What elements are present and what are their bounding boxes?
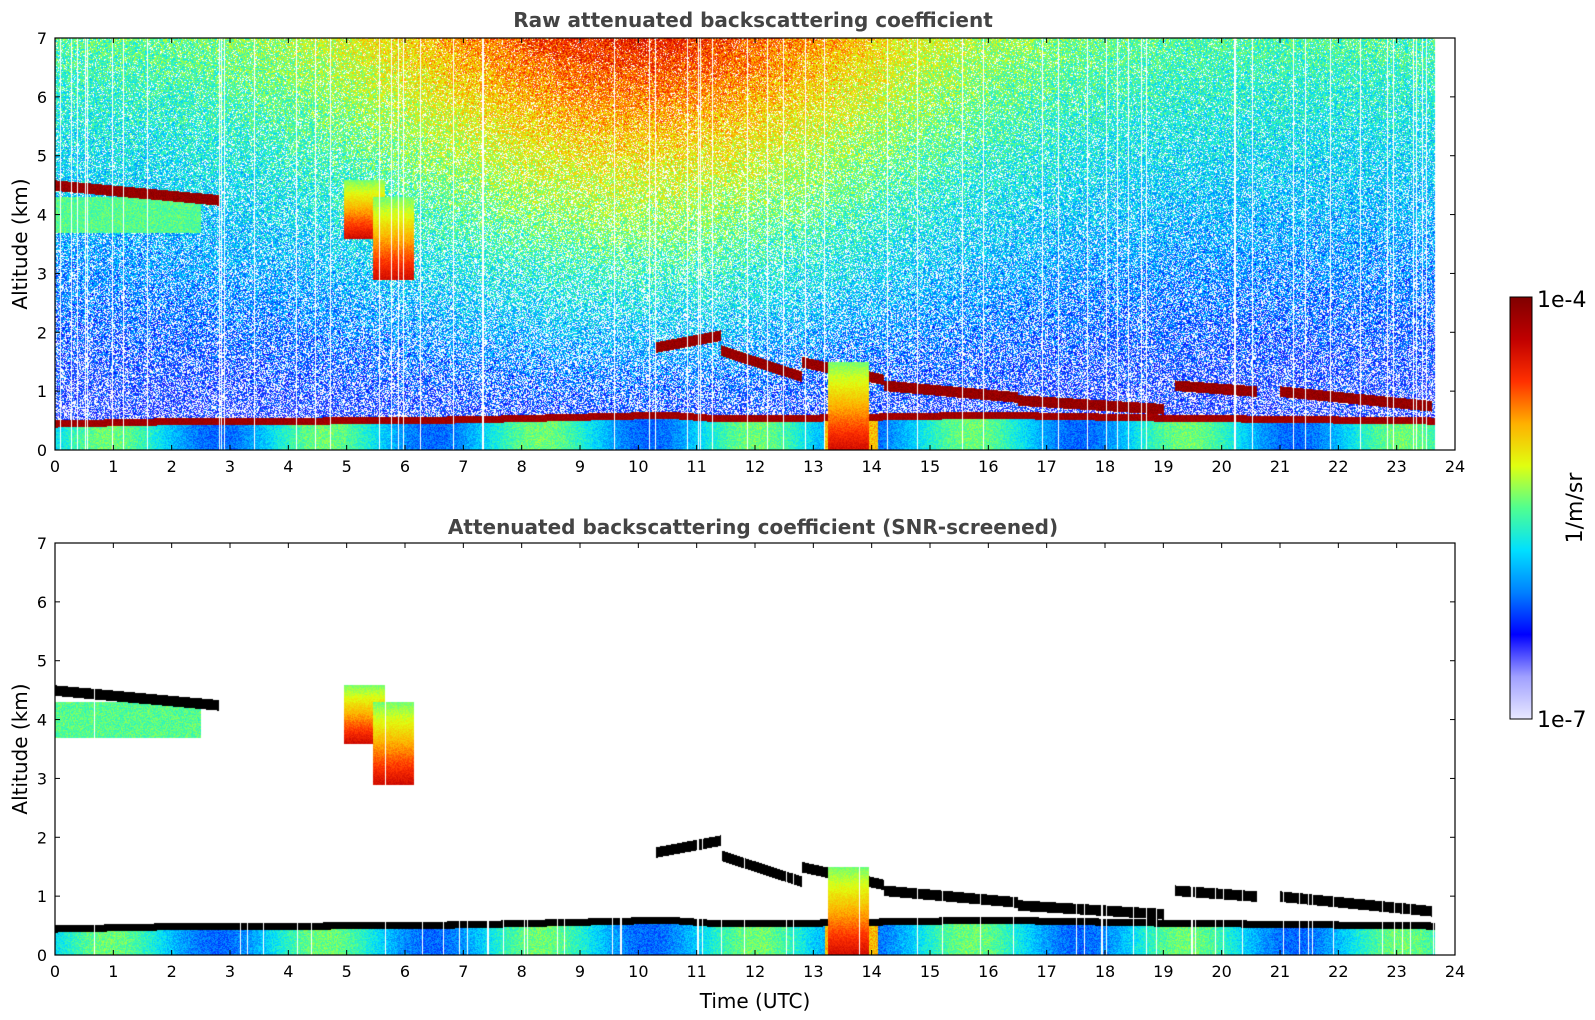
x-tick-label: 21 — [1270, 457, 1290, 476]
panel-screened-title: Attenuated backscattering coefficient (S… — [448, 515, 1058, 539]
x-tick-label: 23 — [1386, 457, 1406, 476]
x-tick-label: 6 — [400, 962, 410, 981]
x-tick-label: 1 — [108, 962, 118, 981]
y-tick-label: 0 — [37, 946, 47, 965]
y-tick-label: 4 — [37, 206, 47, 225]
x-tick-label: 4 — [283, 457, 293, 476]
colorbar-scale — [1509, 296, 1533, 720]
x-tick-label: 23 — [1386, 962, 1406, 981]
x-tick-label: 10 — [628, 962, 648, 981]
x-tick-label: 8 — [517, 962, 527, 981]
x-tick-label: 11 — [686, 457, 706, 476]
x-tick-label: 0 — [50, 457, 60, 476]
panel-raw-y-ticks: 0 1 2 3 4 5 6 7 — [37, 29, 1455, 460]
x-tick-label: 0 — [50, 962, 60, 981]
x-tick-label: 3 — [225, 962, 235, 981]
y-tick-label: 4 — [37, 711, 47, 730]
panel-screened-xlabel: Time (UTC) — [699, 989, 811, 1013]
x-tick-label: 19 — [1153, 962, 1173, 981]
colorbar-min-label: 1e-7 — [1537, 708, 1586, 733]
y-tick-label: 2 — [37, 828, 47, 847]
panel-screened-ylabel: Altitude (km) — [8, 683, 32, 814]
x-tick-label: 3 — [225, 457, 235, 476]
x-tick-label: 22 — [1328, 457, 1348, 476]
x-tick-label: 17 — [1036, 962, 1056, 981]
x-tick-label: 9 — [575, 962, 585, 981]
x-tick-label: 13 — [803, 457, 823, 476]
x-tick-label: 11 — [686, 962, 706, 981]
y-tick-label: 6 — [37, 593, 47, 612]
panel-raw-plot-area — [55, 38, 1455, 450]
screened-backscatter-heatmap — [55, 543, 1455, 955]
x-tick-label: 10 — [628, 457, 648, 476]
x-tick-label: 15 — [920, 962, 940, 981]
x-tick-label: 22 — [1328, 962, 1348, 981]
x-tick-label: 16 — [978, 457, 998, 476]
y-tick-label: 7 — [37, 534, 47, 553]
x-tick-label: 24 — [1445, 962, 1465, 981]
panel-raw-title: Raw attenuated backscattering coefficien… — [513, 8, 993, 32]
x-tick-label: 20 — [1211, 457, 1231, 476]
panel-screened-y-ticks: 0 1 2 3 4 5 6 7 — [37, 534, 1455, 965]
y-tick-label: 2 — [37, 323, 47, 342]
x-tick-label: 21 — [1270, 962, 1290, 981]
colorbar-max-label: 1e-4 — [1537, 288, 1586, 313]
x-tick-label: 16 — [978, 962, 998, 981]
x-tick-label: 19 — [1153, 457, 1173, 476]
x-tick-label: 18 — [1095, 962, 1115, 981]
y-tick-label: 1 — [37, 887, 47, 906]
panel-raw: Raw attenuated backscattering coefficien… — [8, 8, 1465, 476]
x-tick-label: 1 — [108, 457, 118, 476]
y-tick-label: 0 — [37, 441, 47, 460]
x-tick-label: 17 — [1036, 457, 1056, 476]
x-tick-label: 4 — [283, 962, 293, 981]
x-tick-label: 14 — [861, 962, 881, 981]
x-tick-label: 5 — [342, 457, 352, 476]
x-tick-label: 12 — [745, 962, 765, 981]
x-tick-label: 9 — [575, 457, 585, 476]
y-tick-label: 3 — [37, 769, 47, 788]
y-tick-label: 1 — [37, 382, 47, 401]
colorbar: 1e-4 1e-7 1/m/sr — [1509, 288, 1588, 733]
x-tick-label: 14 — [861, 457, 881, 476]
raw-backscatter-heatmap — [55, 38, 1455, 450]
x-tick-label: 20 — [1211, 962, 1231, 981]
panel-screened-x-ticks: 0 1 2 3 4 5 6 7 8 9 10 11 12 13 14 15 16 17 18 19 20 21 22 23 24 — [50, 543, 1465, 981]
x-tick-label: 2 — [167, 962, 177, 981]
x-tick-label: 13 — [803, 962, 823, 981]
panel-screened: Attenuated backscattering coefficient (S… — [8, 515, 1465, 1013]
x-tick-label: 7 — [458, 962, 468, 981]
x-tick-label: 7 — [458, 457, 468, 476]
y-tick-label: 7 — [37, 29, 47, 48]
x-tick-label: 6 — [400, 457, 410, 476]
x-tick-label: 24 — [1445, 457, 1465, 476]
panel-raw-x-ticks: 0 1 2 3 4 5 6 7 8 9 10 11 12 13 14 15 16 17 18 19 20 21 22 23 24 — [50, 38, 1465, 476]
x-tick-label: 2 — [167, 457, 177, 476]
y-tick-label: 5 — [37, 652, 47, 671]
x-tick-label: 15 — [920, 457, 940, 476]
x-tick-label: 12 — [745, 457, 765, 476]
y-tick-label: 5 — [37, 147, 47, 166]
x-tick-label: 18 — [1095, 457, 1115, 476]
x-tick-label: 5 — [342, 962, 352, 981]
panel-raw-ylabel: Altitude (km) — [8, 178, 32, 309]
y-tick-label: 6 — [37, 88, 47, 107]
colorbar-unit-label: 1/m/sr — [1563, 472, 1588, 544]
y-tick-label: 3 — [37, 264, 47, 283]
x-tick-label: 8 — [517, 457, 527, 476]
panel-screened-plot-area — [55, 543, 1455, 955]
